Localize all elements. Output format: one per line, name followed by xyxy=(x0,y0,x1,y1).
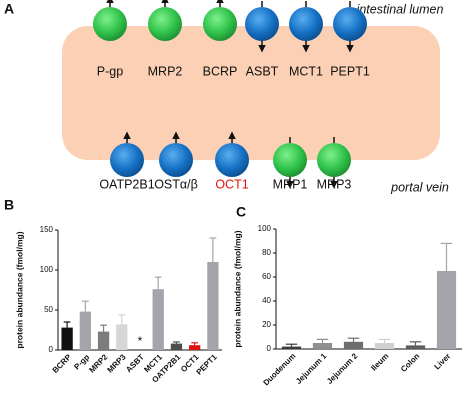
error-bar xyxy=(100,324,107,332)
y-tick-label: 150 xyxy=(40,225,54,234)
transporter xyxy=(215,143,249,177)
transporter-label: BCRP xyxy=(203,64,238,78)
y-axis-label: protein abundance (fmol/mg) xyxy=(232,230,242,347)
transporter xyxy=(333,7,367,41)
transporter xyxy=(289,7,323,41)
error-bar xyxy=(409,341,422,346)
x-tick-label: BCRP xyxy=(51,352,74,375)
transporter-label: MRP3 xyxy=(317,177,352,191)
transporter xyxy=(110,143,144,177)
x-tick-label: Jejunum 2 xyxy=(325,351,360,386)
transporter xyxy=(317,143,351,177)
transporter-label: MCT1 xyxy=(289,64,323,78)
transporter-label: MRP1 xyxy=(273,177,308,191)
transporter-label: ASBT xyxy=(246,64,279,78)
transporter xyxy=(148,7,182,41)
transporter xyxy=(245,7,279,41)
bar xyxy=(405,345,426,349)
bar xyxy=(189,345,201,350)
error-bar xyxy=(378,338,391,343)
x-tick-label: Ileum xyxy=(369,352,390,373)
panel-label: B xyxy=(4,197,14,213)
y-tick-label: 80 xyxy=(262,248,271,257)
cell xyxy=(62,26,440,160)
x-tick-label: MRP2 xyxy=(87,352,109,374)
error-bar xyxy=(63,321,71,328)
error-bar xyxy=(285,343,298,347)
y-tick-label: 0 xyxy=(49,345,54,354)
bar xyxy=(152,289,164,350)
x-tick-label: Colon xyxy=(399,351,421,373)
bar xyxy=(61,327,73,350)
transporter-label: MRP2 xyxy=(148,64,183,78)
transporter-label: OSTα/β xyxy=(154,177,198,191)
error-bar xyxy=(440,242,453,271)
bar xyxy=(281,346,302,349)
x-tick-label: PEPT1 xyxy=(195,352,220,377)
missing-mark: * xyxy=(138,334,143,348)
y-tick-label: 40 xyxy=(262,296,271,305)
bar xyxy=(343,341,364,349)
bar xyxy=(79,311,91,350)
error-bar xyxy=(118,314,126,325)
x-tick-label: Jejunum 1 xyxy=(294,351,329,386)
y-tick-label: 50 xyxy=(44,305,53,314)
transporter xyxy=(273,143,307,177)
y-tick-label: 60 xyxy=(262,272,271,281)
error-bar xyxy=(191,342,199,346)
error-bar xyxy=(173,341,180,344)
bar xyxy=(374,343,395,349)
error-bar xyxy=(347,337,360,342)
bar xyxy=(312,343,333,349)
transporter-label: OATP2B1 xyxy=(99,177,154,191)
lumen-label: intestinal lumen xyxy=(357,2,444,16)
bar xyxy=(116,324,128,350)
transporter xyxy=(159,143,193,177)
y-tick-label: 0 xyxy=(267,344,272,353)
error-bar xyxy=(81,300,89,312)
bar xyxy=(436,271,457,349)
y-tick-label: 100 xyxy=(40,265,54,274)
panel-label: A xyxy=(4,1,14,17)
bar xyxy=(97,331,110,350)
y-axis-label: protein abundance (fmol/mg) xyxy=(14,231,24,348)
transporter-label: P-gp xyxy=(97,64,123,78)
error-bar xyxy=(316,338,329,343)
y-tick-label: 100 xyxy=(258,224,272,233)
error-bar xyxy=(209,237,217,262)
error-bar xyxy=(154,276,162,290)
transporter xyxy=(93,7,127,41)
bar xyxy=(170,343,183,350)
transporter-label: OCT1 xyxy=(215,177,248,191)
panel-label: C xyxy=(236,204,246,220)
y-tick-label: 20 xyxy=(262,320,271,329)
transporter xyxy=(203,7,237,41)
transporter-label: PEPT1 xyxy=(330,64,370,78)
vein-label: portal vein xyxy=(390,180,449,194)
x-tick-label: Liver xyxy=(433,352,453,372)
x-tick-label: Duodenum xyxy=(261,352,297,388)
bar xyxy=(207,262,219,350)
x-tick-label: ASBT xyxy=(124,352,146,374)
x-tick-label: MRP3 xyxy=(106,352,128,374)
